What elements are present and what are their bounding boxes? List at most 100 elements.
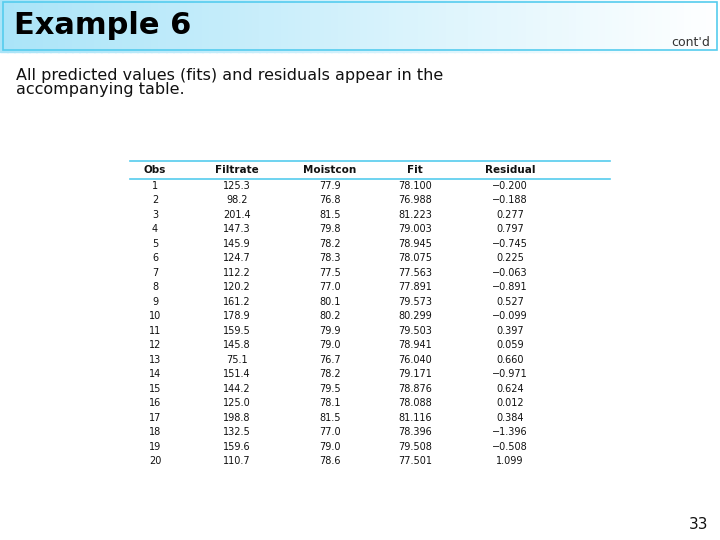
- Text: 19: 19: [149, 442, 161, 452]
- Text: 151.4: 151.4: [223, 369, 251, 379]
- Bar: [22, 0, 30, 52]
- Text: 80.299: 80.299: [398, 311, 432, 321]
- Bar: [338, 0, 346, 52]
- Text: −0.508: −0.508: [492, 442, 528, 452]
- Bar: [684, 0, 692, 52]
- Text: 0.277: 0.277: [496, 210, 524, 220]
- Text: Moistcon: Moistcon: [303, 165, 356, 175]
- Text: 0.384: 0.384: [496, 413, 523, 423]
- Text: 124.7: 124.7: [223, 253, 251, 264]
- Text: 79.0: 79.0: [319, 340, 341, 350]
- Text: −0.188: −0.188: [492, 195, 528, 205]
- Bar: [0, 0, 8, 52]
- Bar: [713, 0, 720, 52]
- Text: 76.988: 76.988: [398, 195, 432, 205]
- Text: 81.5: 81.5: [319, 413, 341, 423]
- Text: 78.945: 78.945: [398, 239, 432, 249]
- Text: 77.9: 77.9: [319, 181, 341, 191]
- Text: 125.3: 125.3: [223, 181, 251, 191]
- Text: 0.797: 0.797: [496, 224, 524, 234]
- Bar: [396, 0, 404, 52]
- Text: 77.0: 77.0: [319, 282, 341, 292]
- Text: 81.116: 81.116: [398, 413, 432, 423]
- Bar: [439, 0, 447, 52]
- Text: Obs: Obs: [144, 165, 166, 175]
- Text: 0.624: 0.624: [496, 384, 524, 394]
- Text: 76.040: 76.040: [398, 355, 432, 365]
- Bar: [446, 0, 454, 52]
- Bar: [72, 0, 80, 52]
- Text: 0.660: 0.660: [496, 355, 523, 365]
- Bar: [691, 0, 699, 52]
- Text: 76.8: 76.8: [319, 195, 341, 205]
- Bar: [360, 0, 368, 52]
- Text: 79.8: 79.8: [319, 224, 341, 234]
- Bar: [432, 0, 440, 52]
- Text: 78.2: 78.2: [319, 239, 341, 249]
- Text: 147.3: 147.3: [223, 224, 251, 234]
- Text: 8: 8: [152, 282, 158, 292]
- Bar: [569, 0, 577, 52]
- Text: 16: 16: [149, 399, 161, 408]
- Text: Example 6: Example 6: [14, 11, 192, 40]
- Bar: [641, 0, 649, 52]
- Text: −0.200: −0.200: [492, 181, 528, 191]
- Bar: [130, 0, 138, 52]
- Bar: [482, 0, 490, 52]
- Bar: [36, 0, 44, 52]
- Text: 79.573: 79.573: [398, 297, 432, 307]
- Text: 13: 13: [149, 355, 161, 365]
- Text: 159.5: 159.5: [223, 326, 251, 336]
- Text: 33: 33: [688, 517, 708, 532]
- Bar: [230, 0, 238, 52]
- Bar: [259, 0, 267, 52]
- Bar: [29, 0, 37, 52]
- Bar: [590, 0, 598, 52]
- Text: 77.0: 77.0: [319, 427, 341, 437]
- Text: −0.099: −0.099: [492, 311, 528, 321]
- Text: cont'd: cont'd: [671, 36, 710, 49]
- Text: 144.2: 144.2: [223, 384, 251, 394]
- Bar: [583, 0, 591, 52]
- Text: 76.7: 76.7: [319, 355, 341, 365]
- Text: 78.396: 78.396: [398, 427, 432, 437]
- Text: 6: 6: [152, 253, 158, 264]
- Bar: [353, 0, 361, 52]
- Text: 12: 12: [149, 340, 161, 350]
- Bar: [648, 0, 656, 52]
- Bar: [662, 0, 670, 52]
- Text: Filtrate: Filtrate: [215, 165, 259, 175]
- Bar: [58, 0, 66, 52]
- Text: 132.5: 132.5: [223, 427, 251, 437]
- Bar: [698, 0, 706, 52]
- Bar: [295, 0, 303, 52]
- Bar: [382, 0, 390, 52]
- Bar: [43, 0, 51, 52]
- Text: 2: 2: [152, 195, 158, 205]
- Bar: [403, 0, 411, 52]
- Bar: [7, 0, 15, 52]
- Text: 81.223: 81.223: [398, 210, 432, 220]
- Text: 79.003: 79.003: [398, 224, 432, 234]
- Text: 78.3: 78.3: [319, 253, 341, 264]
- Text: 0.397: 0.397: [496, 326, 524, 336]
- Text: 78.075: 78.075: [398, 253, 432, 264]
- Bar: [115, 0, 123, 52]
- Text: accompanying table.: accompanying table.: [16, 82, 184, 97]
- Bar: [144, 0, 152, 52]
- Text: 145.9: 145.9: [223, 239, 251, 249]
- Text: 1.099: 1.099: [496, 456, 523, 467]
- Bar: [598, 0, 606, 52]
- Bar: [468, 0, 476, 52]
- Text: 159.6: 159.6: [223, 442, 251, 452]
- Text: 78.1: 78.1: [319, 399, 341, 408]
- Text: 79.503: 79.503: [398, 326, 432, 336]
- Text: 5: 5: [152, 239, 158, 249]
- Bar: [101, 0, 109, 52]
- Text: 7: 7: [152, 268, 158, 278]
- Bar: [367, 0, 375, 52]
- Text: −0.971: −0.971: [492, 369, 528, 379]
- Text: 79.508: 79.508: [398, 442, 432, 452]
- Text: Residual: Residual: [485, 165, 535, 175]
- Bar: [223, 0, 231, 52]
